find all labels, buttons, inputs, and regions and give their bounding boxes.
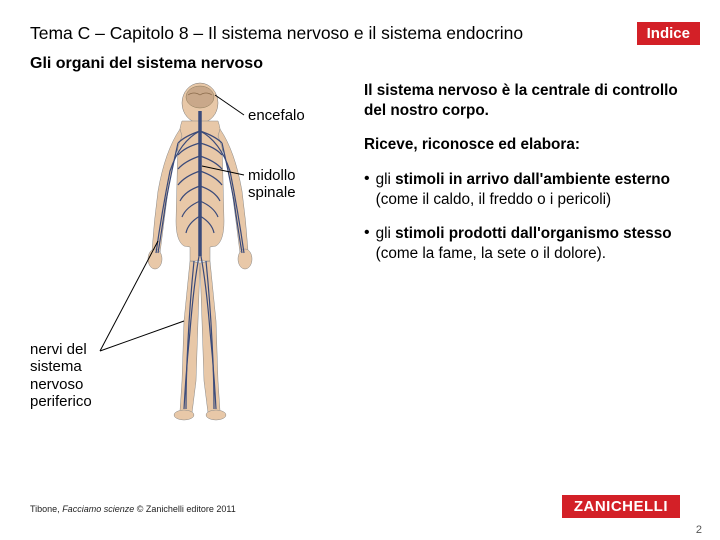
label-midollo: midollo spinale: [248, 167, 296, 202]
page-number: 2: [696, 524, 702, 536]
bullet-text-part: gli: [376, 171, 396, 188]
human-body-figure: [130, 81, 270, 421]
bullet-text-part: (come il caldo, il freddo o i pericoli): [376, 191, 612, 208]
label-text: nervi del: [30, 341, 87, 358]
zanichelli-logo: ZANICHELLI: [562, 495, 680, 518]
bullet-marker: •: [364, 224, 370, 264]
bullet-text-bold: stimoli in arrivo dall'ambiente esterno: [395, 171, 670, 188]
bullet-text-part: (come la fame, la sete o il dolore).: [376, 245, 606, 262]
footer-title: Facciamo scienze: [62, 504, 134, 514]
label-nervi: nervi del sistema nervoso periferico: [30, 341, 120, 410]
footer-credit: Tibone, Facciamo scienze © Zanichelli ed…: [30, 504, 236, 514]
bullet-text-bold: stimoli prodotti dall'organismo stesso: [395, 225, 671, 242]
footer-author: Tibone,: [30, 504, 62, 514]
para-intro: Il sistema nervoso è la centrale di cont…: [364, 81, 700, 121]
label-text: nervoso: [30, 376, 83, 393]
label-text: spinale: [248, 184, 296, 201]
para-riceve: Riceve, riconosce ed elabora:: [364, 135, 700, 155]
bullet-1: • gli stimoli in arrivo dall'ambiente es…: [364, 170, 700, 210]
bullet-text-part: gli: [376, 225, 396, 242]
indice-button[interactable]: Indice: [637, 22, 700, 45]
label-text: periferico: [30, 393, 92, 410]
label-text: midollo: [248, 167, 296, 184]
footer-rest: © Zanichelli editore 2011: [134, 504, 236, 514]
label-text: sistema: [30, 358, 82, 375]
bullet-2: • gli stimoli prodotti dall'organismo st…: [364, 224, 700, 264]
page-title: Tema C – Capitolo 8 – Il sistema nervoso…: [30, 23, 637, 44]
nervous-system-diagram: encefalo midollo spinale nervi del siste…: [30, 81, 350, 441]
bullet-marker: •: [364, 170, 370, 210]
section-subtitle: Gli organi del sistema nervoso: [0, 51, 720, 81]
body-text: Il sistema nervoso è la centrale di cont…: [350, 81, 700, 441]
label-encefalo: encefalo: [248, 107, 305, 124]
